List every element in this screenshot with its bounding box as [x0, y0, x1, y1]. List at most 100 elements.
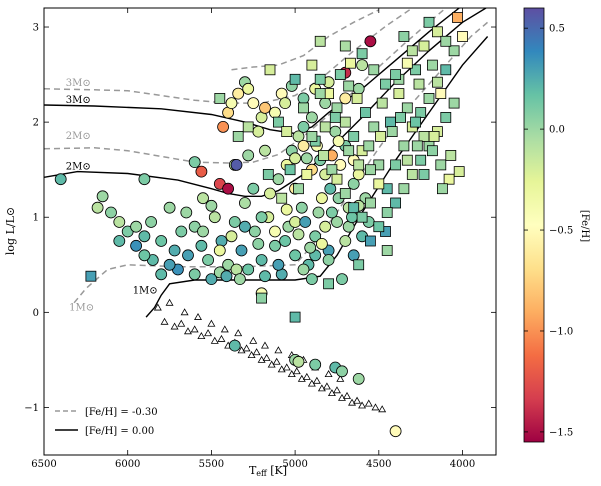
- circle-point: [346, 211, 358, 224]
- circle-point: [235, 244, 248, 257]
- circle-point: [272, 173, 285, 186]
- x-tick-label: 5000: [282, 459, 307, 470]
- circle-point: [155, 235, 168, 247]
- x-tick-label: 6000: [115, 459, 140, 470]
- square-point: [440, 35, 452, 47]
- circle-point: [292, 130, 305, 143]
- square-point: [314, 88, 326, 99]
- triangle-point: [207, 319, 216, 327]
- circle-point: [255, 254, 268, 266]
- circle-point: [292, 355, 305, 368]
- circle-point: [305, 273, 318, 286]
- circle-point: [155, 268, 168, 281]
- circle-point: [297, 139, 310, 152]
- square-point: [440, 64, 452, 76]
- track-line-3: [44, 8, 447, 164]
- circle-point: [163, 201, 176, 214]
- triangle-point: [337, 393, 346, 401]
- triangle-point: [234, 329, 243, 337]
- track-label: 1M⊙: [69, 302, 94, 313]
- square-point: [339, 188, 351, 199]
- x-axis-label: Teff [K]: [249, 464, 287, 478]
- square-point: [401, 154, 413, 166]
- triangle-point: [364, 399, 373, 407]
- square-point: [390, 159, 402, 171]
- square-point: [413, 78, 425, 90]
- circle-point: [269, 106, 281, 119]
- triangle-point: [170, 322, 179, 330]
- square-point: [440, 112, 452, 123]
- triangle-point: [343, 391, 351, 399]
- square-point: [331, 102, 343, 114]
- triangle-point: [153, 303, 162, 311]
- track-label: 1M⊙: [133, 285, 158, 296]
- square-point: [418, 130, 430, 142]
- colorbar: [523, 7, 545, 443]
- square-point: [375, 130, 386, 142]
- circle-point: [339, 235, 352, 247]
- colorbar-ticks: 0.5 0.0 −0.5 −1.0 −1.5: [524, 24, 573, 438]
- circle-point: [352, 372, 365, 385]
- square-point: [415, 107, 427, 118]
- circle-point: [217, 121, 230, 133]
- triangle-point: [262, 353, 271, 361]
- circle-point: [205, 199, 218, 212]
- circle-point: [197, 225, 209, 238]
- circle-point: [215, 235, 228, 247]
- square-point: [331, 173, 343, 185]
- square-point: [344, 57, 356, 69]
- square-point: [398, 31, 410, 42]
- legend: [Fe/H] = -0.30 [Fe/H] = 0.00: [55, 407, 158, 437]
- circle-point: [279, 235, 292, 247]
- colorbar-tick-label: −1.0: [549, 326, 573, 337]
- circle-point: [297, 263, 310, 276]
- circle-point: [279, 97, 292, 109]
- square-point: [411, 140, 423, 152]
- square-point: [326, 164, 338, 176]
- circle-point: [145, 216, 158, 228]
- square-point: [398, 140, 410, 152]
- colorbar-tick-label: −1.5: [549, 427, 573, 438]
- legend-label-dashed: [Fe/H] = -0.30: [85, 407, 158, 418]
- triangle-point: [322, 382, 331, 390]
- triangle-point: [190, 325, 199, 333]
- square-point: [445, 149, 457, 161]
- circle-point: [280, 203, 293, 216]
- circle-series: [54, 35, 402, 438]
- circle-point: [138, 230, 151, 243]
- square-point: [293, 183, 304, 195]
- square-point: [359, 107, 371, 118]
- square-point: [264, 64, 276, 76]
- square-point: [276, 192, 288, 204]
- square-point: [428, 130, 440, 142]
- square-point: [343, 80, 355, 92]
- square-point: [298, 102, 309, 114]
- triangle-point: [204, 329, 213, 337]
- square-point: [319, 121, 331, 133]
- square-point: [343, 145, 355, 157]
- square-point: [368, 64, 380, 76]
- circle-point: [336, 273, 348, 286]
- square-point: [373, 178, 385, 190]
- circle-point: [259, 102, 271, 114]
- square-point: [452, 12, 463, 23]
- square-point: [390, 197, 402, 209]
- square-point: [381, 245, 393, 256]
- circle-point: [356, 59, 369, 71]
- track-line-1: [44, 8, 413, 104]
- circle-point: [242, 149, 255, 162]
- circle-point: [269, 239, 281, 252]
- triangle-point: [274, 346, 283, 354]
- triangle-point: [336, 374, 345, 382]
- square-point: [356, 48, 368, 60]
- track-label: 3M⊙: [66, 95, 91, 106]
- square-point: [436, 183, 448, 195]
- square-point: [289, 73, 301, 85]
- circle-point: [347, 249, 360, 262]
- circle-point: [54, 173, 67, 186]
- circle-point: [168, 244, 181, 257]
- circle-point: [364, 35, 377, 48]
- square-point: [306, 130, 318, 142]
- circle-point: [324, 182, 337, 195]
- square-point: [406, 45, 418, 57]
